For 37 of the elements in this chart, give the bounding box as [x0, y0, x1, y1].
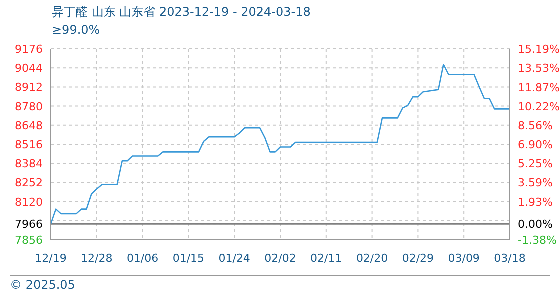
y2-tick-label: 8.56% [518, 119, 553, 132]
y2-tick-label: 11.87% [518, 81, 560, 94]
x-tick-label: 01/06 [126, 252, 159, 265]
y2-tick-label: 1.93% [518, 196, 553, 209]
y-tick-label: 8516 [15, 138, 43, 152]
y2-tick-label: 13.53% [518, 62, 560, 76]
chart-subtitle: ≥99.0% [52, 23, 100, 37]
y2-tick-label: 15.19% [518, 43, 560, 56]
y-tick-label: 9176 [15, 43, 43, 56]
y2-tick-label: 0.00% [518, 218, 553, 232]
y-tick-label: 8384 [15, 158, 43, 171]
chart-title: 异丁醛 山东 山东省 2023-12-19 - 2024-03-18 [52, 4, 311, 21]
x-tick-label: 02/20 [356, 252, 388, 265]
y-tick-label: 8648 [15, 119, 43, 132]
x-tick-label: 01/24 [218, 252, 250, 265]
x-tick-label: 03/18 [494, 252, 526, 265]
y-tick-label: 9044 [15, 62, 43, 76]
x-tick-label: 01/15 [172, 252, 205, 265]
y-tick-label: 8120 [15, 196, 43, 209]
y-tick-label: 7966 [15, 218, 43, 232]
y2-tick-label: 3.59% [518, 176, 553, 190]
x-tick-label: 02/11 [310, 252, 342, 265]
line-series [51, 64, 510, 225]
y2-tick-label: 5.25% [518, 158, 553, 171]
x-tick-label: 12/28 [81, 252, 113, 265]
y-tick-label: 8780 [15, 100, 43, 114]
y2-tick-label: -1.38% [518, 234, 557, 247]
y2-tick-label: 6.90% [518, 138, 553, 152]
x-tick-label: 12/19 [35, 252, 67, 265]
y2-tick-label: 10.22% [518, 100, 560, 114]
y-tick-label: 8912 [15, 81, 43, 94]
x-tick-label: 02/29 [402, 252, 434, 265]
y-tick-label: 7856 [15, 234, 43, 247]
y-tick-label: 8252 [15, 176, 43, 190]
x-tick-label: 03/09 [448, 252, 480, 265]
x-tick-label: 02/02 [264, 252, 296, 265]
text: © 2025.05 [10, 278, 76, 292]
